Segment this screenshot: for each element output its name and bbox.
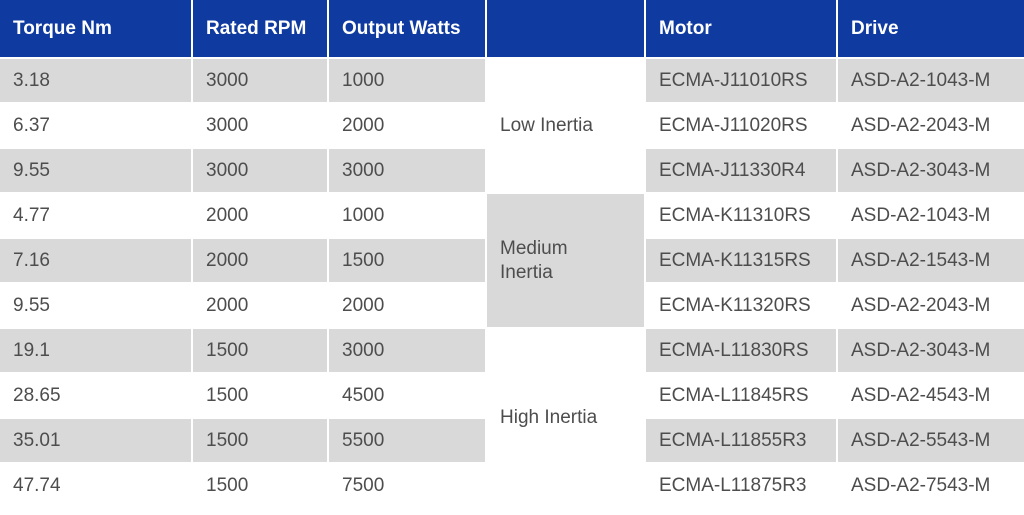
motor-cell: ECMA-L11855R3 [646, 419, 838, 464]
torque-cell: 3.18 [0, 59, 193, 104]
watts-cell: 3000 [329, 329, 487, 374]
header-row: Torque Nm Rated RPM Output Watts Motor D… [0, 0, 1024, 59]
table-row: 4.77 2000 1000 Medium Inertia ECMA-K1131… [0, 194, 1024, 329]
watts-cell: 5500 [329, 419, 487, 464]
motor-cell: ECMA-K11315RS [646, 239, 838, 284]
table-row: 9.55 2000 2000 ECMA-K11320RS ASD-A2-2043… [0, 284, 1024, 329]
drive-cell: ASD-A2-2043-M [838, 104, 1024, 149]
torque-cell: 9.55 [0, 149, 193, 194]
rpm-cell: 2000 [193, 194, 329, 239]
drive-cell: ASD-A2-4543-M [838, 374, 1024, 419]
motor-cell: ECMA-L11845RS [646, 374, 838, 419]
group-medium-inertia: Medium Inertia [487, 194, 646, 329]
drive-cell: ASD-A2-3043-M [838, 329, 1024, 374]
rpm-cell: 1500 [193, 374, 329, 419]
table-row: 6.37 3000 2000 ECMA-J11020RS ASD-A2-2043… [0, 104, 1024, 149]
table-row: 3.18 3000 1000 Low Inertia ECMA-J11010RS… [0, 59, 1024, 194]
watts-cell: 2000 [329, 284, 487, 329]
watts-cell: 1000 [329, 194, 487, 239]
motor-cell: ECMA-K11320RS [646, 284, 838, 329]
watts-cell: 4500 [329, 374, 487, 419]
motor-cell: ECMA-L11875R3 [646, 464, 838, 509]
drive-cell: ASD-A2-1543-M [838, 239, 1024, 284]
drive-cell: ASD-A2-2043-M [838, 284, 1024, 329]
table-row: 19.1 1500 3000 High Inertia ECMA-L11830R… [0, 329, 1024, 509]
rpm-cell: 1500 [193, 464, 329, 509]
drive-cell: ASD-A2-3043-M [838, 149, 1024, 194]
torque-cell: 35.01 [0, 419, 193, 464]
table-row: 47.74 1500 7500 ECMA-L11875R3 ASD-A2-754… [0, 464, 1024, 509]
header-torque: Torque Nm [0, 0, 193, 59]
torque-cell: 47.74 [0, 464, 193, 509]
table-row: 35.01 1500 5500 ECMA-L11855R3 ASD-A2-554… [0, 419, 1024, 464]
torque-cell: 19.1 [0, 329, 193, 374]
watts-cell: 1500 [329, 239, 487, 284]
drive-cell: ASD-A2-7543-M [838, 464, 1024, 509]
rpm-cell: 1500 [193, 329, 329, 374]
rpm-cell: 3000 [193, 59, 329, 104]
drive-cell: ASD-A2-1043-M [838, 59, 1024, 104]
torque-cell: 9.55 [0, 284, 193, 329]
torque-cell: 4.77 [0, 194, 193, 239]
rpm-cell: 1500 [193, 419, 329, 464]
torque-cell: 28.65 [0, 374, 193, 419]
header-inertia [487, 0, 646, 59]
drive-cell: ASD-A2-1043-M [838, 194, 1024, 239]
torque-cell: 6.37 [0, 104, 193, 149]
rpm-cell: 2000 [193, 239, 329, 284]
group-low-inertia: Low Inertia [487, 59, 646, 194]
motor-cell: ECMA-J11020RS [646, 104, 838, 149]
watts-cell: 3000 [329, 149, 487, 194]
table-row: 7.16 2000 1500 ECMA-K11315RS ASD-A2-1543… [0, 239, 1024, 284]
motor-cell: ECMA-J11330R4 [646, 149, 838, 194]
group-high-inertia: High Inertia [487, 329, 646, 509]
header-drive: Drive [838, 0, 1024, 59]
header-motor: Motor [646, 0, 838, 59]
watts-cell: 2000 [329, 104, 487, 149]
header-rpm: Rated RPM [193, 0, 329, 59]
table-row: 28.65 1500 4500 ECMA-L11845RS ASD-A2-454… [0, 374, 1024, 419]
drive-cell: ASD-A2-5543-M [838, 419, 1024, 464]
watts-cell: 7500 [329, 464, 487, 509]
header-watts: Output Watts [329, 0, 487, 59]
rpm-cell: 3000 [193, 104, 329, 149]
motor-cell: ECMA-J11010RS [646, 59, 838, 104]
rpm-cell: 3000 [193, 149, 329, 194]
motor-cell: ECMA-L11830RS [646, 329, 838, 374]
table-row: 9.55 3000 3000 ECMA-J11330R4 ASD-A2-3043… [0, 149, 1024, 194]
watts-cell: 1000 [329, 59, 487, 104]
torque-cell: 7.16 [0, 239, 193, 284]
motor-cell: ECMA-K11310RS [646, 194, 838, 239]
rpm-cell: 2000 [193, 284, 329, 329]
